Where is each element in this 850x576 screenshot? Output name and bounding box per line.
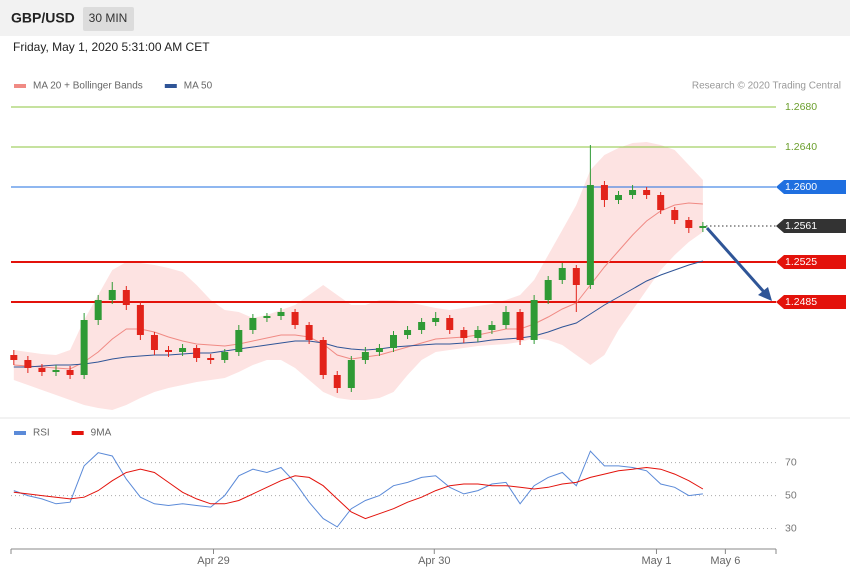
rsi-line <box>13 450 703 528</box>
candle-body <box>94 300 102 320</box>
level-label-box <box>776 295 846 309</box>
candle-body <box>418 322 426 330</box>
rsi-panel: 30 50 70 Apr 29 Apr 30 May 1 May 6 RSI 9MA <box>10 428 797 567</box>
candle-body <box>600 185 608 200</box>
candle-body <box>361 352 369 360</box>
candle-body <box>122 290 130 305</box>
interval[interactable]: 30 MIN <box>89 11 128 25</box>
candle-body <box>502 312 510 325</box>
candle-body <box>643 190 651 195</box>
x-tick-label: May 6 <box>710 555 740 567</box>
candle-body <box>10 355 18 360</box>
ma-line <box>13 260 704 368</box>
candle-body <box>207 358 215 360</box>
rsi-line <box>13 466 704 520</box>
price-panel: 1.2680 1.2640 1.2600 1.2561 1.2525 1.2485 MA 2… <box>10 81 846 410</box>
header-bar <box>0 0 850 36</box>
candle-body <box>375 348 383 352</box>
level-label: 1.2525 <box>785 256 817 268</box>
candle-body <box>544 280 552 300</box>
x-tick-label: May 1 <box>641 555 671 567</box>
y-tick-label: 30 <box>785 522 797 534</box>
level-label: 1.2680 <box>785 101 817 113</box>
candle-body <box>193 348 201 358</box>
candle-body <box>165 350 172 352</box>
candle-body <box>572 268 580 285</box>
legend-label: RSI <box>33 428 50 439</box>
legend-label: MA 50 <box>184 81 213 92</box>
candle-body <box>516 312 524 340</box>
candle-body <box>235 330 243 352</box>
candle-body <box>80 320 88 375</box>
level-label: 1.2485 <box>785 296 817 308</box>
candle-body <box>333 375 341 388</box>
candle-body <box>474 330 482 338</box>
ma-line <box>13 202 703 370</box>
candle-body <box>558 268 566 280</box>
candle-body <box>586 185 594 285</box>
candle-body <box>347 360 355 388</box>
candle-body <box>319 340 327 375</box>
credit: Research © 2020 Trading Central <box>692 81 841 92</box>
level-label: 1.2640 <box>785 141 817 153</box>
legend-swatch <box>71 431 84 435</box>
date: Friday, May 1, 2020 5:31:00 AM CET <box>13 40 210 54</box>
level-label-box <box>776 180 846 194</box>
legend-swatch <box>164 84 177 88</box>
candle-body <box>277 312 285 316</box>
candle-body <box>150 335 158 350</box>
level-label: 1.2561 <box>785 220 817 232</box>
candle-body <box>629 190 637 195</box>
legend-label: MA 20 + Bollinger Bands <box>33 81 143 92</box>
y-tick-label: 50 <box>785 489 797 501</box>
candle-body <box>249 318 257 330</box>
candle-body <box>460 330 468 338</box>
level-label-box <box>776 219 846 233</box>
candle-body <box>38 368 46 372</box>
candle-body <box>446 318 454 330</box>
candle-body <box>52 370 60 372</box>
y-tick-label: 70 <box>785 456 797 468</box>
candle-body <box>108 290 116 300</box>
candle-body <box>390 335 397 348</box>
candle-body <box>291 312 299 325</box>
candle-body <box>657 195 665 210</box>
candle-body <box>221 352 229 360</box>
candle-body <box>615 195 622 200</box>
x-tick-label: Apr 30 <box>418 555 450 567</box>
candle-body <box>432 318 440 322</box>
candle-body <box>24 360 32 368</box>
candle-body <box>488 325 496 330</box>
candle-body <box>136 305 144 335</box>
candle-body <box>179 348 187 352</box>
forecast-arrow <box>705 227 766 293</box>
candle-body <box>699 226 707 228</box>
level-label-box <box>776 255 846 269</box>
candle-body <box>66 370 74 375</box>
candle-body <box>671 210 679 220</box>
level-label: 1.2600 <box>785 181 817 193</box>
interval-badge[interactable] <box>83 7 134 31</box>
legend-label: 9MA <box>91 428 112 439</box>
candle-body <box>685 220 693 228</box>
symbol: GBP/USD <box>11 10 75 26</box>
legend-swatch <box>14 431 26 435</box>
candle-body <box>263 316 271 318</box>
legend-swatch <box>14 84 26 88</box>
candle-body <box>404 330 412 335</box>
x-tick-label: Apr 29 <box>197 555 229 567</box>
forecast-arrowhead <box>758 287 772 301</box>
candle-body <box>305 325 313 340</box>
candle-body <box>530 300 538 340</box>
bollinger-band <box>13 142 703 410</box>
